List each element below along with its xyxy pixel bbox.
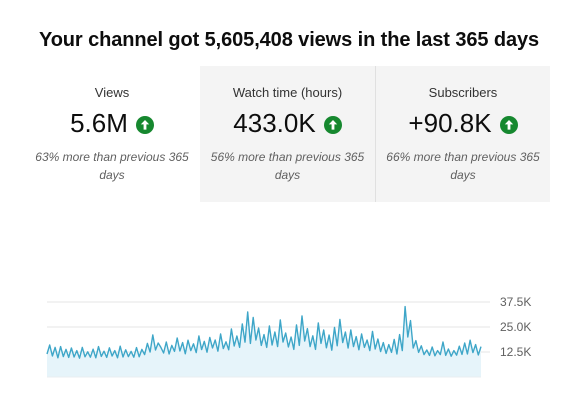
views-value: 5.6M bbox=[70, 108, 128, 138]
views-card[interactable]: Views 5.6M 63% more than previous 365 da… bbox=[24, 66, 200, 202]
watch-time-note: 56% more than previous 365 days bbox=[210, 150, 365, 182]
page-title: Your channel got 5,605,408 views in the … bbox=[38, 29, 540, 51]
subscribers-label: Subscribers bbox=[428, 85, 498, 100]
views-label: Views bbox=[94, 85, 130, 100]
y-tick-label: 25.0K bbox=[500, 320, 531, 334]
subscribers-note: 66% more than previous 365 days bbox=[386, 150, 540, 182]
watch-time-label: Watch time (hours) bbox=[232, 85, 343, 100]
y-tick-label: 37.5K bbox=[500, 295, 531, 309]
views-line bbox=[46, 305, 482, 359]
views-note: 63% more than previous 365 days bbox=[35, 150, 189, 182]
views-area bbox=[47, 306, 481, 377]
subscribers-card[interactable]: Subscribers +90.8K 66% more than previou… bbox=[376, 66, 550, 202]
arrow-up-circle-icon bbox=[499, 115, 518, 134]
watch-time-value: 433.0K bbox=[233, 108, 316, 138]
subscribers-value: +90.8K bbox=[408, 108, 492, 138]
arrow-up-circle-icon bbox=[323, 115, 342, 134]
arrow-up-circle-icon bbox=[135, 115, 154, 134]
watch-time-card[interactable]: Watch time (hours) 433.0K 56% more than … bbox=[200, 66, 376, 202]
metric-cards: Views 5.6M 63% more than previous 365 da… bbox=[24, 66, 550, 202]
views-chart[interactable]: 37.5K 25.0K 12.5K bbox=[0, 240, 578, 390]
y-tick-label: 12.5K bbox=[500, 345, 531, 359]
